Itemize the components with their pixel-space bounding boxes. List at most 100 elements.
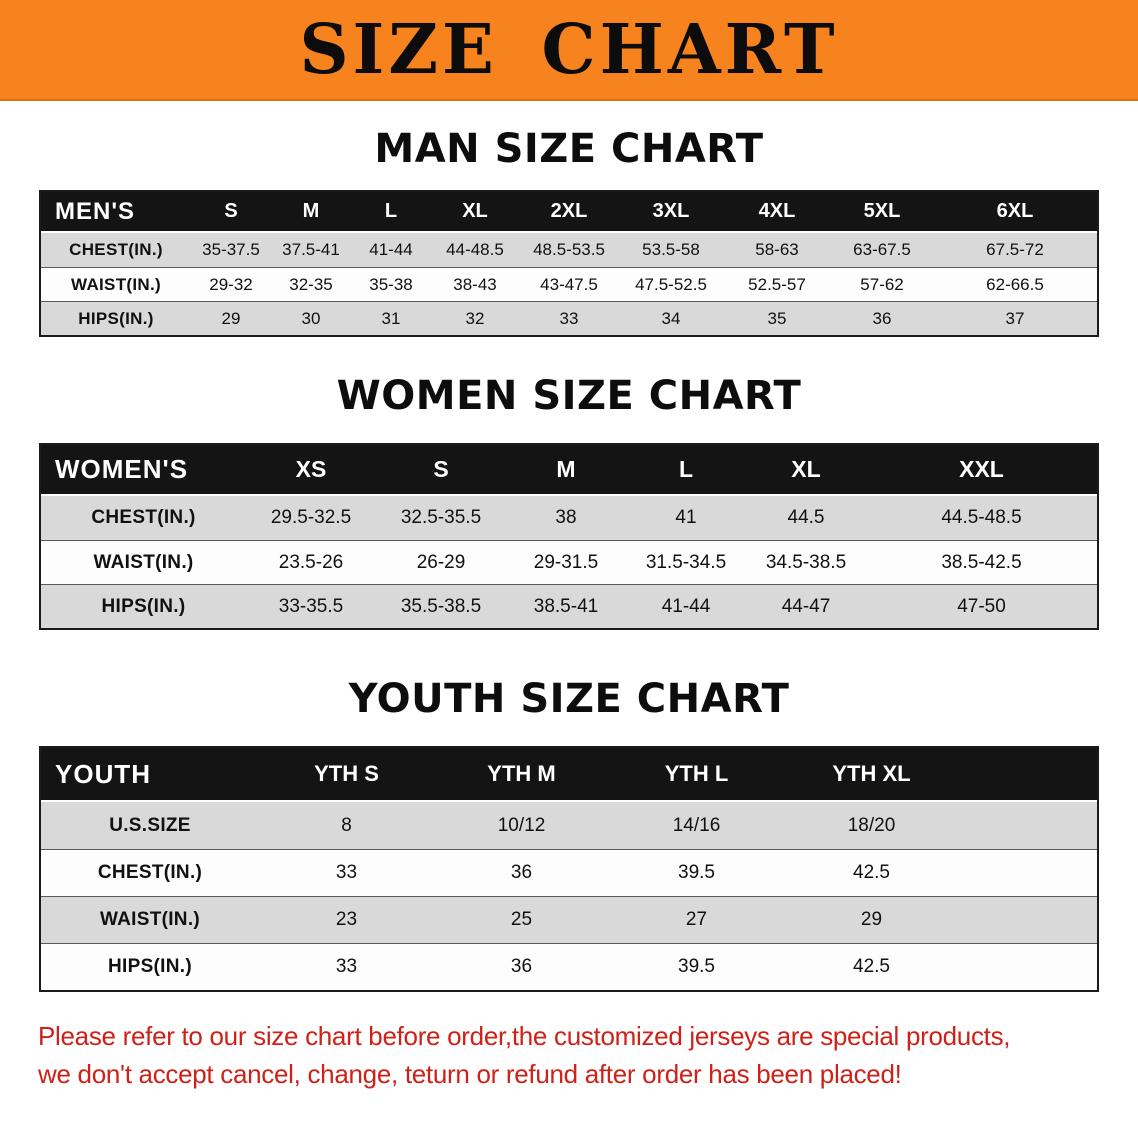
row-label-cell-waist-in: WAIST(IN.) [71, 274, 161, 294]
value-cell: 39.5 [678, 956, 715, 977]
value-cell: 41-44 [369, 240, 413, 259]
women-size-table: WOMEN'S XS S M L XL XXL CHEST(IN.) 29.5-32.5 32.5… [39, 443, 1099, 630]
row-label-cell-hips-in: HIPS(IN.) [101, 595, 186, 617]
value-cell: 42.5 [853, 862, 890, 883]
row-label-cell-waist-in: WAIST(IN.) [99, 909, 201, 930]
value-cell: 57-62 [860, 274, 904, 294]
value-cell: 52.5-57 [748, 274, 806, 294]
value-cell: 41 [675, 507, 697, 528]
men-size-table: MEN'S S M L XL 2XL 3XL 4XL 5XL 6XL CHEST(IN.) 35-37… [39, 190, 1099, 337]
value-cell: 58-63 [755, 240, 799, 259]
value-cell: 18/20 [847, 814, 896, 836]
value-cell: 35-37.5 [202, 240, 260, 259]
value-cell: 31.5-34.5 [645, 551, 727, 573]
value-cell: 36 [872, 308, 892, 328]
size-header-cell-yth-s: YTH S [314, 761, 379, 786]
disclaimer-line-2: we don't accept cancel, change, teturn o… [38, 1058, 902, 1089]
row-label-cell-chest-in: CHEST(IN.) [91, 507, 196, 528]
size-header-cell-xl: XL [462, 200, 488, 222]
row-label-cell-chest-in: CHEST(IN.) [97, 862, 203, 883]
measurement-row-chest-in: CHEST(IN.) 35-37.5 37.5-41 41-44 44-48.5 48.5… [41, 233, 1097, 267]
value-cell: 29 [860, 909, 883, 930]
size-chart-page: SIZE CHART MAN SIZE CHART MEN'S S M L XL 2XL 3… [0, 0, 1138, 1093]
measurement-row-hips-in: HIPS(IN.) 29 30 31 32 33 34 35 36 37 [41, 301, 1097, 335]
row-label-cell-hips-in: HIPS(IN.) [78, 308, 154, 328]
value-cell: 44-47 [781, 595, 831, 617]
size-header-cell-2xl: 2XL [550, 200, 588, 222]
value-cell: 47-50 [957, 595, 1006, 617]
measurement-row-waist-in: WAIST(IN.) 29-32 32-35 35-38 38-43 43-47.5 47.… [41, 267, 1097, 301]
value-cell: 8 [341, 814, 352, 836]
value-cell: 26-29 [416, 551, 466, 573]
value-cell: 42.5 [853, 956, 890, 977]
table-title-cell-youth: YOUTH [55, 758, 151, 789]
size-header-cell-4xl: 4XL [758, 200, 796, 222]
value-cell: 62-66.5 [986, 274, 1044, 294]
value-cell: 33 [335, 862, 358, 883]
value-cell: 25 [510, 909, 533, 930]
measurement-row-hips-in: HIPS(IN.) 33 36 39.5 42.5 [41, 943, 1097, 990]
size-header-cell-l: L [678, 456, 694, 482]
measurement-row-waist-in: WAIST(IN.) 23.5-26 26-29 29-31.5 31.5-34.5 34… [41, 540, 1097, 584]
value-cell: 30 [301, 308, 321, 328]
youth-header-row: YOUTH YTH S YTH M YTH L YTH XL [41, 748, 1097, 802]
value-cell: 38.5-42.5 [941, 551, 1022, 573]
value-cell: 32.5-35.5 [400, 507, 482, 528]
value-cell: 39.5 [678, 862, 715, 883]
disclaimer: Please refer to our size chart before or… [38, 1018, 1138, 1093]
value-cell: 38 [555, 507, 577, 528]
value-cell: 33 [559, 308, 579, 328]
size-header-cell-xxl: XXL [959, 456, 1004, 482]
measurement-row-chest-in: CHEST(IN.) 29.5-32.5 32.5-35.5 38 41 44.5 44.5… [41, 496, 1097, 540]
measurement-row-waist-in: WAIST(IN.) 23 25 27 29 [41, 896, 1097, 943]
youth-size-table: YOUTH YTH S YTH M YTH L YTH XL U.S.SIZE 8 10/12… [39, 746, 1099, 992]
value-cell: 47.5-52.5 [635, 274, 707, 294]
size-header-cell-s: S [433, 456, 449, 482]
value-cell: 31 [381, 308, 401, 328]
value-cell: 34 [661, 308, 681, 328]
value-cell: 37 [1005, 308, 1025, 328]
value-cell: 34.5-38.5 [765, 551, 847, 573]
table-title-cell-women-s: WOMEN'S [55, 454, 189, 484]
value-cell: 23 [335, 909, 358, 930]
youth-section-heading: YOUTH SIZE CHART [348, 676, 790, 722]
banner: SIZE CHART [0, 0, 1138, 101]
value-cell: 29 [221, 308, 241, 328]
value-cell: 41-44 [661, 595, 711, 617]
value-cell: 44.5 [787, 507, 825, 528]
size-header-cell-6xl: 6XL [996, 200, 1034, 222]
section-youth: YOUTH SIZE CHART YOUTH YTH S YTH M YTH L YTH… [0, 630, 1138, 992]
row-label-cell-hips-in: HIPS(IN.) [108, 956, 192, 977]
value-cell: 23.5-26 [278, 551, 344, 573]
row-label-cell-u-s-size: U.S.SIZE [109, 814, 191, 836]
value-cell: 33 [335, 956, 358, 977]
value-cell: 37.5-41 [282, 240, 340, 259]
value-cell: 36 [510, 862, 533, 883]
row-label-cell-chest-in: CHEST(IN.) [69, 240, 163, 259]
value-cell: 29-32 [209, 274, 253, 294]
size-header-cell-yth-m: YTH M [487, 761, 556, 786]
value-cell: 63-67.5 [853, 240, 911, 259]
row-label-cell-waist-in: WAIST(IN.) [93, 551, 194, 573]
value-cell: 35.5-38.5 [400, 595, 482, 617]
size-header-cell-3xl: 3XL [652, 200, 690, 222]
value-cell: 43-47.5 [540, 274, 598, 294]
value-cell: 53.5-58 [642, 240, 700, 259]
value-cell: 67.5-72 [986, 240, 1044, 259]
value-cell: 29.5-32.5 [270, 507, 352, 528]
women-s-header-row: WOMEN'S XS S M L XL XXL [41, 445, 1097, 496]
table-title-cell-men-s: MEN'S [55, 197, 136, 225]
size-header-cell-yth-xl: YTH XL [832, 761, 911, 786]
value-cell: 38-43 [453, 274, 497, 294]
value-cell: 29-31.5 [533, 551, 599, 573]
measurement-row-u-s-size: U.S.SIZE 8 10/12 14/16 18/20 [41, 802, 1097, 849]
women-section-heading: WOMEN SIZE CHART [336, 373, 802, 419]
value-cell: 38.5-41 [533, 595, 599, 617]
men-section-heading: MAN SIZE CHART [374, 126, 764, 172]
section-women: WOMEN SIZE CHART WOMEN'S XS S M L XL XXL CHEST(… [0, 337, 1138, 630]
size-header-cell-yth-l: YTH L [664, 761, 729, 786]
size-header-cell-xl: XL [791, 456, 821, 482]
disclaimer-line-1: Please refer to our size chart before or… [38, 1021, 1011, 1051]
value-cell: 10/12 [497, 814, 546, 836]
value-cell: 44-48.5 [446, 240, 504, 259]
